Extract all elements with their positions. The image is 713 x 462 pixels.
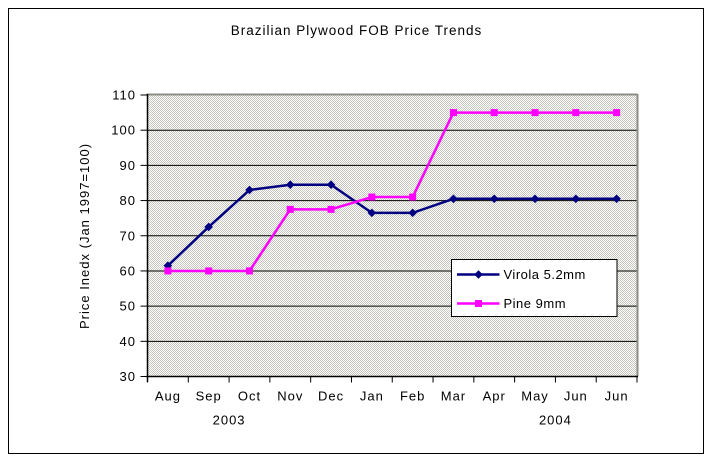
x-tick-label: Jan [360, 389, 384, 404]
data-point-pine-9mm [368, 193, 376, 201]
data-point-virola-5-2mm [571, 194, 581, 204]
data-point-pine-9mm [572, 109, 580, 117]
data-point-virola-5-2mm [408, 208, 417, 218]
data-point-pine-9mm [205, 267, 213, 275]
y-tick-label: 90 [120, 158, 136, 173]
legend [451, 259, 618, 317]
x-tick-label: Jun [605, 389, 629, 404]
data-point-pine-9mm [613, 109, 621, 117]
legend-label-virola-5-2mm: Virola 5.2mm [504, 267, 586, 282]
data-point-pine-9mm [531, 109, 539, 117]
data-point-pine-9mm [409, 193, 417, 201]
x-tick-label: Apr [483, 389, 506, 404]
data-point-pine-9mm [164, 267, 172, 275]
series-line-pine-9mm [167, 111, 617, 273]
chart-title: Brazilian Plywood FOB Price Trends [230, 23, 483, 38]
x-tick-label: Aug [155, 389, 181, 404]
data-point-pine-9mm [245, 267, 253, 275]
y-tick-label: 50 [120, 299, 136, 314]
series-pine-9mm [164, 109, 621, 275]
data-point-virola-5-2mm [163, 261, 173, 270]
x-tick-label: Oct [238, 389, 261, 404]
series-virola-5-2mm [163, 180, 621, 270]
x-tick-label: Feb [400, 389, 425, 404]
data-point-virola-5-2mm [449, 194, 458, 204]
x-tick-label: Dec [318, 389, 344, 404]
legend-item-virola-5-2mm [457, 270, 500, 279]
data-point-pine-9mm [327, 205, 335, 213]
x-tick-label: Sep [196, 389, 222, 404]
legend-marker-pine-9mm [475, 300, 482, 307]
y-tick-label: 100 [111, 123, 136, 138]
data-point-virola-5-2mm [326, 180, 336, 190]
series-line-virola-5-2mm [167, 183, 617, 267]
x-tick-label: Jun [564, 389, 588, 404]
y-tick-label: 30 [120, 369, 136, 384]
x-tick-label: Nov [277, 389, 303, 404]
y-tick-label: 110 [112, 88, 136, 103]
x-tick-label: Mar [441, 389, 466, 404]
y-tick-label: 80 [120, 193, 136, 208]
data-point-virola-5-2mm [367, 208, 377, 218]
data-point-pine-9mm [286, 205, 294, 213]
x-tick-label: May [521, 389, 549, 404]
x-axis-year-label: 2003 [213, 413, 246, 428]
data-point-virola-5-2mm [489, 194, 499, 204]
data-point-virola-5-2mm [285, 180, 295, 190]
data-point-virola-5-2mm [530, 194, 540, 204]
legend-marker-virola-5-2mm [474, 270, 483, 279]
y-axis-title: Price Inedx (Jan 1997=100) [77, 143, 92, 329]
legend-label-pine-9mm: Pine 9mm [504, 296, 567, 311]
data-point-virola-5-2mm [245, 185, 254, 195]
data-point-pine-9mm [490, 109, 498, 117]
y-tick-label: 60 [120, 263, 136, 278]
data-point-virola-5-2mm [204, 222, 213, 232]
x-axis-year-label: 2004 [539, 413, 572, 428]
data-point-pine-9mm [449, 109, 457, 117]
y-tick-label: 70 [120, 228, 136, 243]
legend-item-pine-9mm [457, 300, 500, 307]
y-tick-label: 40 [120, 334, 136, 349]
data-point-virola-5-2mm [612, 194, 621, 204]
